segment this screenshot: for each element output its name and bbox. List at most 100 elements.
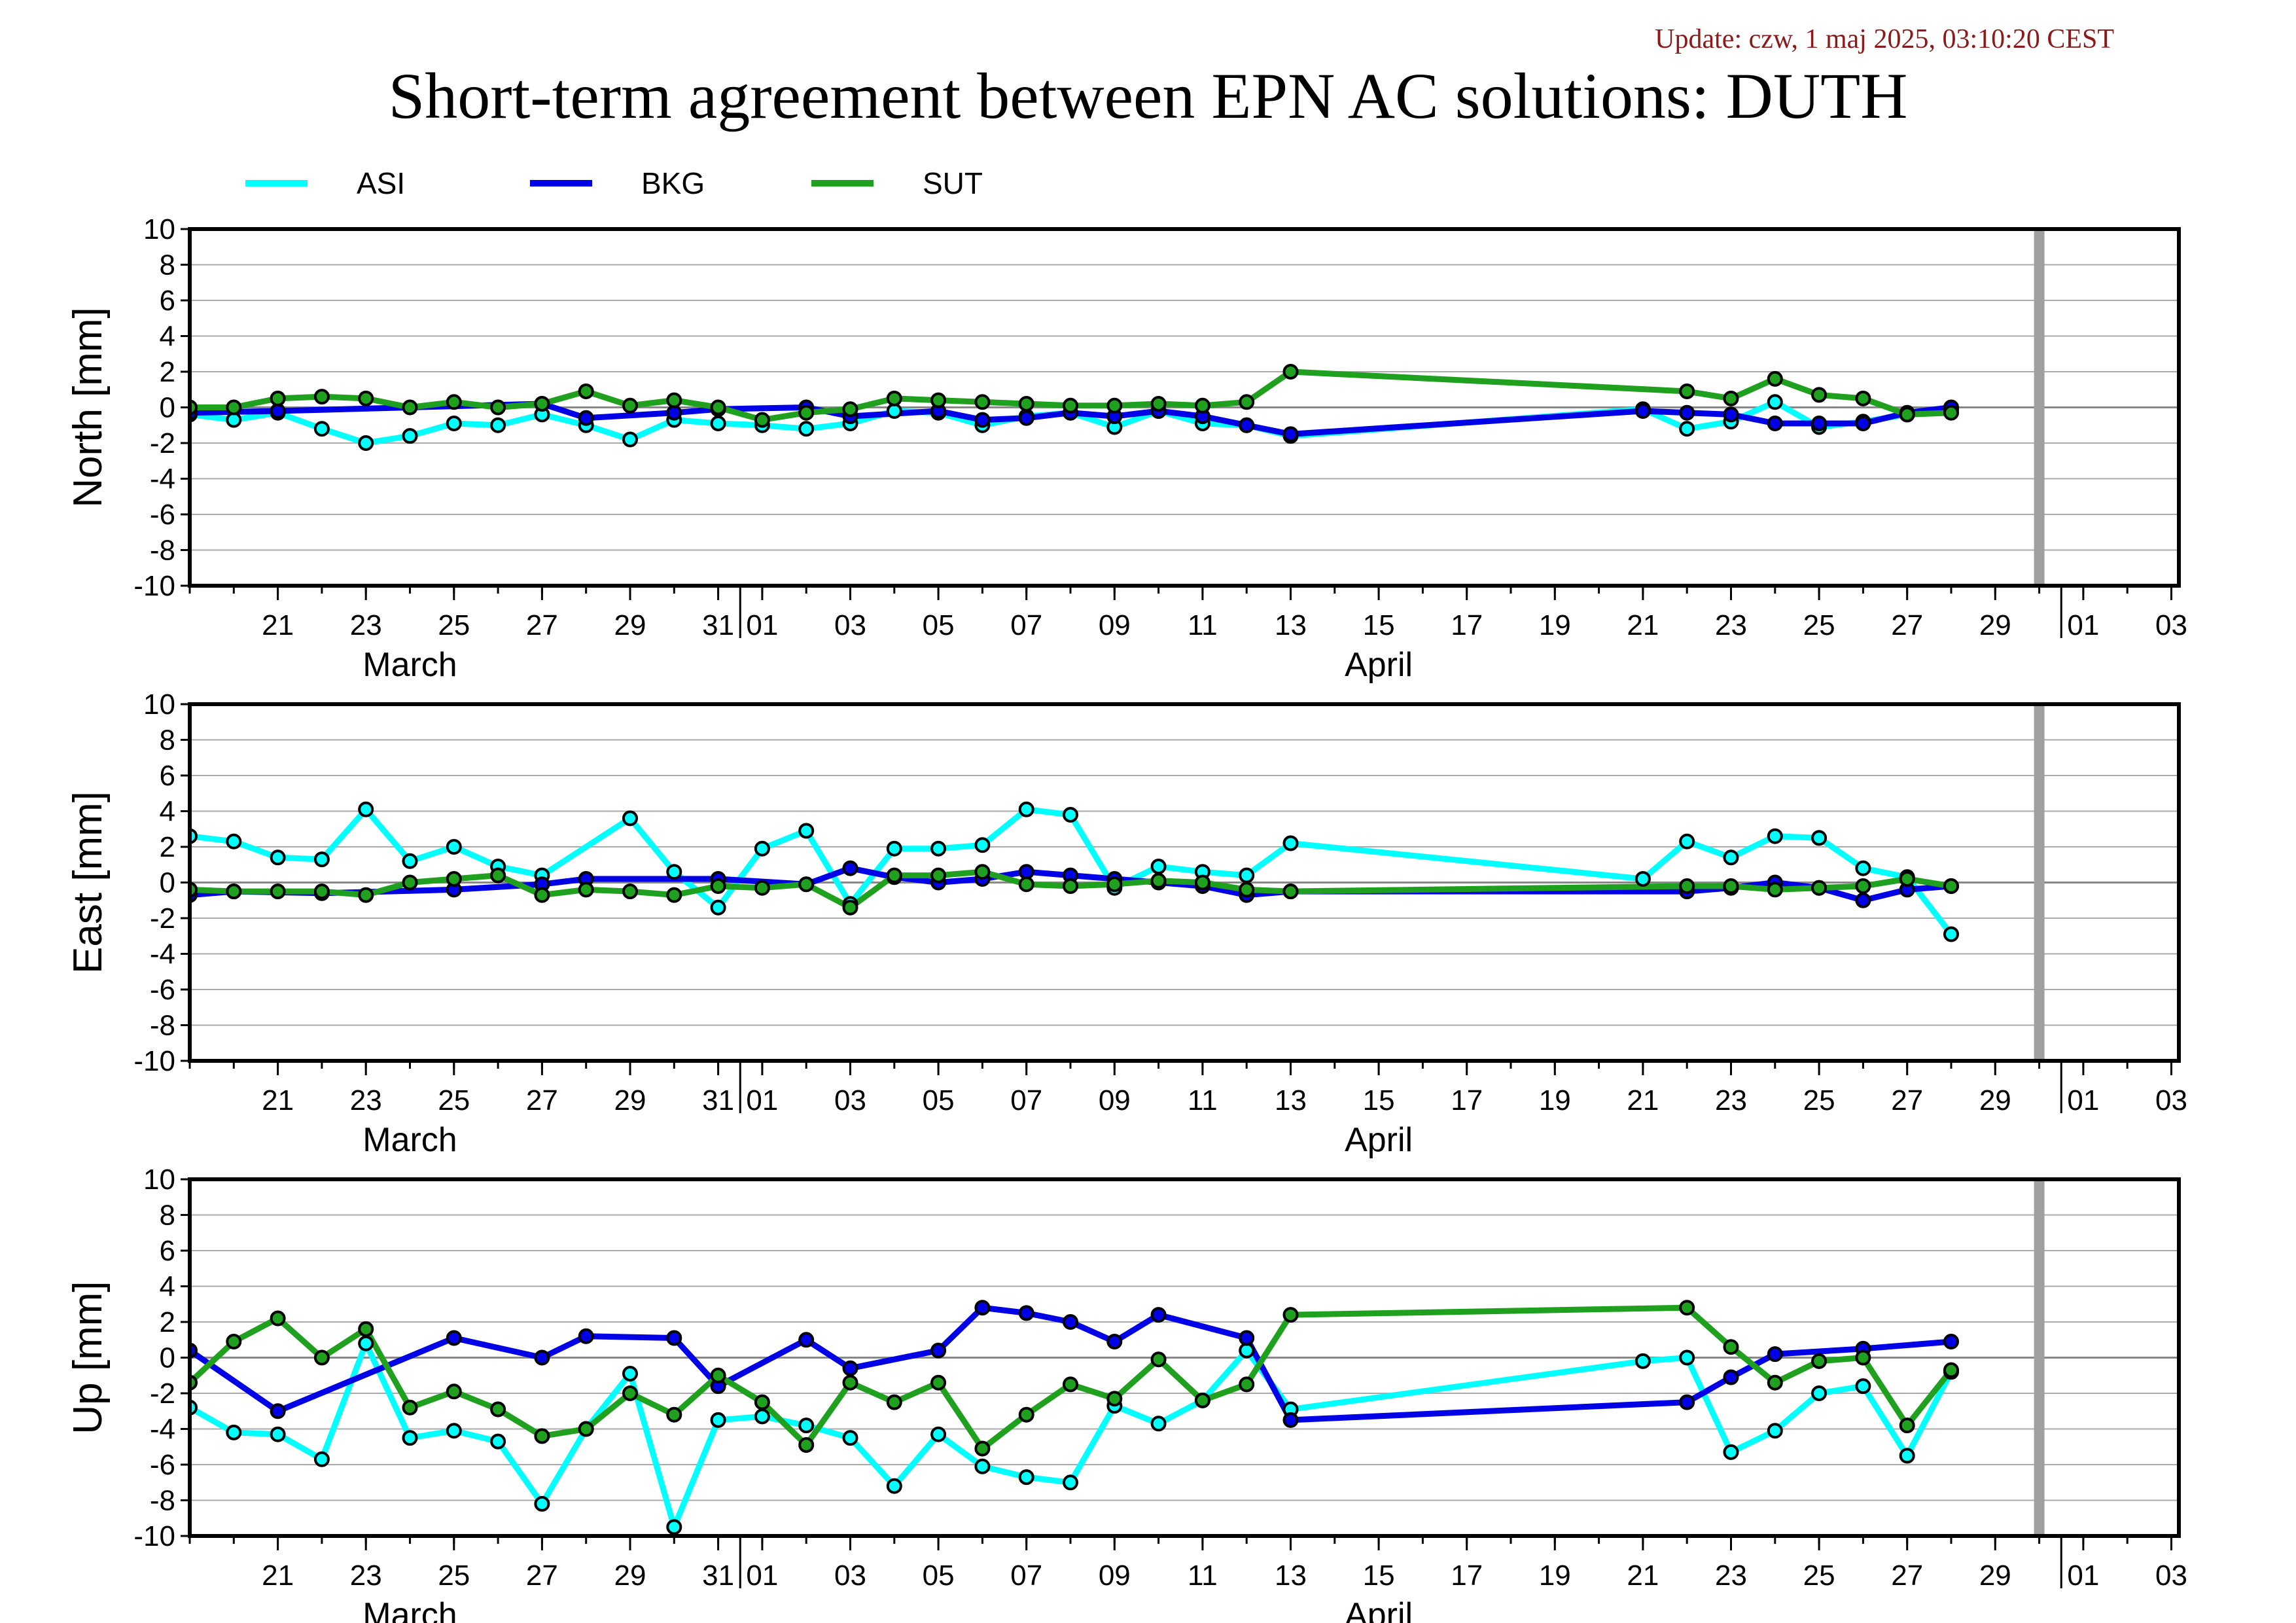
y-tick-label: -6 [150,1449,175,1481]
data-point-bkg [1282,426,1299,442]
y-tick-label: 10 [143,213,175,245]
data-point-asi [358,1335,374,1351]
x-tick-label: 07 [1010,1084,1042,1116]
y-tick-label: -4 [150,463,175,495]
panel-frame [188,1177,2181,1538]
data-point-sut [1150,396,1167,412]
panel-north: 10 8 6 42 0-2 -4 -6 -8-10 21 23 25 27 29 31 01 03 05 07 09… [65,213,2187,684]
data-point-sut [1239,1376,1255,1393]
data-point-asi [1018,1469,1034,1486]
data-point-asi [270,849,286,866]
data-point-sut [710,878,726,894]
x-tick-label: 17 [1451,1084,1483,1116]
data-point-asi [710,416,726,431]
x-tick-label: 15 [1363,609,1395,641]
x-tick-label: 23 [350,1560,382,1592]
data-point-bkg [1855,892,1871,908]
y-tick-label: 6 [160,285,175,317]
data-point-sut [930,392,947,408]
y-tick-label: 10 [143,1164,175,1196]
data-point-sut [886,390,902,406]
data-point-sut [1767,1374,1783,1391]
data-point-asi [313,851,330,868]
x-tick-label: 01 [746,609,778,641]
x-tick-label: 01 [746,1560,778,1592]
data-point-asi [270,1426,286,1442]
y-tick-label: 0 [160,867,175,899]
x-tick-label: 29 [614,1084,646,1116]
data-point-sut [534,887,550,903]
data-point-bkg [1723,406,1739,423]
data-point-sut [490,867,506,883]
today-marker [2034,1179,2045,1536]
data-point-bkg [1063,1314,1078,1330]
x-tick-label: 15 [1363,1084,1395,1116]
data-point-asi [446,1423,462,1439]
data-point-sut [1282,883,1299,900]
data-point-sut [754,1394,770,1410]
x-tick-label: 13 [1275,1560,1307,1592]
data-point-sut [1855,878,1871,894]
today-marker [2034,229,2045,586]
x-tick-label: 25 [438,1560,470,1592]
data-point-asi [1282,835,1299,851]
data-point-sut [1106,397,1123,414]
data-point-bkg [534,1349,550,1366]
data-point-sut [270,390,286,406]
data-point-sut [1679,878,1695,894]
data-point-sut [313,1349,330,1366]
data-point-asi [666,864,682,880]
x-tick-label: 05 [923,1560,955,1592]
data-point-asi [1767,394,1783,410]
data-point-asi [754,840,770,857]
panel-up: 10 86 42 0 -2 -4-6 -8-10 21 23 25 27 29 31 01 03 05 07 09… [65,1164,2187,1623]
y-tick-label: -2 [150,1378,175,1410]
data-point-asi [1018,801,1034,817]
data-point-sut [358,1321,374,1337]
data-point-sut [666,1406,682,1423]
data-point-asi [886,403,902,419]
y-tick-label: 2 [160,831,175,863]
data-point-asi [1943,926,1959,942]
data-point-bkg [1282,1412,1299,1428]
data-point-sut [798,876,815,893]
x-tick-label: 21 [262,1084,294,1116]
data-point-sut [1811,1353,1828,1369]
x-tick-label: 03 [834,1084,866,1116]
data-point-asi [1239,867,1255,883]
data-point-sut [1899,406,1915,423]
data-point-asi [358,435,374,451]
x-tick-label: 03 [2155,609,2187,641]
data-point-sut [358,887,374,903]
data-point-sut [974,864,991,880]
y-tick-label: -4 [150,1414,175,1446]
data-point-sut [1150,1351,1167,1368]
x-tick-label: 17 [1451,1560,1483,1592]
data-point-bkg [930,1342,947,1359]
data-point-bkg [1018,410,1034,426]
data-point-sut [974,1440,991,1457]
data-point-sut [1811,387,1828,403]
data-point-asi [1723,849,1739,866]
data-point-asi [1634,871,1651,887]
data-point-asi [1855,860,1871,876]
data-point-asi [1150,859,1167,874]
data-point-sut [842,401,858,418]
data-point-sut [754,880,770,896]
month-label: April [1345,1596,1413,1623]
data-point-asi [490,417,506,433]
month-label: April [1345,1121,1413,1159]
data-point-asi [1634,1353,1651,1369]
data-point-bkg [1150,1307,1167,1323]
panel-frame [188,227,2181,588]
data-point-sut [710,1367,726,1383]
x-tick-label: 21 [262,1560,294,1592]
y-tick-label: -10 [133,1045,175,1077]
x-tick-label: 19 [1539,609,1571,641]
data-point-sut [1018,396,1034,412]
data-point-sut [1811,880,1828,896]
x-tick-label: 03 [2155,1560,2187,1592]
x-tick-label: 09 [1099,1084,1131,1116]
data-point-sut [666,887,682,903]
